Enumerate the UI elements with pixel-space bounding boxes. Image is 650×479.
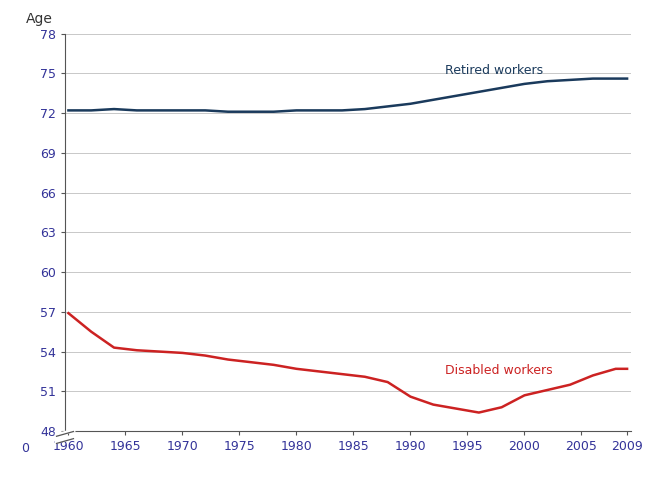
Text: 0: 0 (21, 443, 29, 456)
Text: Disabled workers: Disabled workers (445, 364, 552, 376)
Text: Retired workers: Retired workers (445, 64, 543, 77)
Text: Age: Age (25, 11, 52, 25)
